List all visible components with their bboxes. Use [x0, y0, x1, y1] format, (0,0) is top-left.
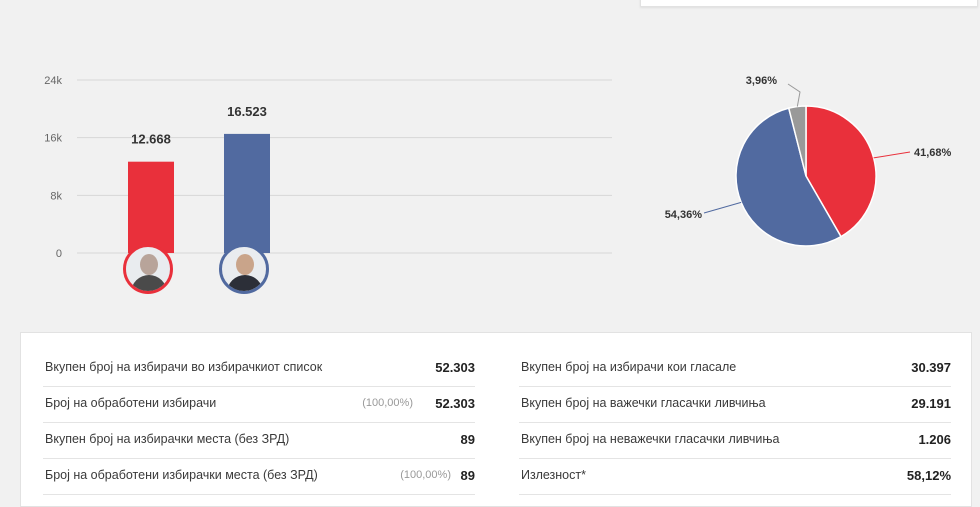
stat-value: 58,12% [906, 468, 951, 483]
stat-label: Вкупен број на важечки гласачки ливчиња [521, 396, 766, 410]
stat-value: 89 [460, 468, 475, 483]
stat-percent: (100,00%) [362, 397, 413, 409]
stat-row-processed-voters: Број на обработени избирачи (100,00%) 52… [43, 387, 475, 423]
y-tick-label: 16k [44, 133, 62, 145]
stat-label: Вкупен број на избирачки места (без ЗРД) [45, 432, 290, 446]
stat-label: Излезност* [521, 468, 586, 482]
stat-value: 52.303 [435, 360, 475, 375]
pie-connector [787, 83, 801, 107]
pie-connector [873, 151, 911, 159]
stat-row-voted: Вкупен број на избирачи кои гласале 30.3… [519, 351, 951, 387]
stats-right-column: Вкупен број на избирачи кои гласале 30.3… [519, 351, 951, 495]
candidate-1-avatar[interactable] [123, 244, 173, 294]
pie-label: 41,68% [914, 147, 952, 159]
candidate-1-head-icon [140, 254, 158, 275]
stat-label: Вкупен број на избирачи во избирачкиот с… [45, 360, 323, 374]
stat-value: 30.397 [911, 360, 951, 375]
stat-value: 29.191 [911, 396, 951, 411]
bar[interactable] [128, 161, 174, 253]
pie-slice[interactable] [805, 105, 877, 238]
stat-row-valid-ballots: Вкупен број на важечки гласачки ливчиња … [519, 387, 951, 423]
pie-label: 54,36% [665, 209, 703, 221]
bar-value-label: 16.523 [227, 104, 267, 119]
y-tick-label: 24k [44, 75, 62, 87]
stat-label: Вкупен број на неважечки гласачки ливчињ… [521, 432, 780, 446]
stat-value: 52.303 [435, 396, 475, 411]
y-tick-label: 8k [50, 190, 62, 202]
pie-label: 3,96% [746, 75, 777, 87]
pie-slice[interactable] [735, 107, 842, 247]
stat-row-invalid-ballots: Вкупен број на неважечки гласачки ливчињ… [519, 423, 951, 459]
stat-label: Број на обработени избирачки места (без … [45, 468, 318, 482]
stat-value: 89 [460, 432, 475, 447]
stat-row-polling-stations: Вкупен број на избирачки места (без ЗРД)… [43, 423, 475, 459]
candidate-2-body-icon [227, 275, 263, 291]
top-card [640, 0, 978, 7]
stat-row-turnout: Излезност* 58,12% [519, 459, 951, 495]
stat-value: 1.206 [918, 432, 951, 447]
candidate-2-avatar[interactable] [219, 244, 269, 294]
stat-label: Број на обработени избирачи [45, 396, 217, 410]
stat-row-processed-stations: Број на обработени избирачки места (без … [43, 459, 475, 495]
bar[interactable] [224, 133, 270, 253]
stat-percent: (100,00%) [400, 469, 451, 481]
pie-chart: 41,68% 54,36% 3,96% [665, 75, 952, 247]
stats-panel: Вкупен број на избирачи во избирачкиот с… [20, 332, 972, 507]
candidate-1-body-icon [131, 275, 167, 291]
stat-row-total-voters: Вкупен број на избирачи во избирачкиот с… [43, 351, 475, 387]
y-tick-label: 0 [56, 248, 62, 260]
stats-left-column: Вкупен број на избирачи во избирачкиот с… [43, 351, 475, 495]
bar-chart: 24k 16k 8k 0 12.668 16.523 [44, 75, 612, 260]
stat-label: Вкупен број на избирачи кои гласале [521, 360, 737, 374]
candidate-2-head-icon [236, 254, 254, 275]
bar-value-label: 12.668 [131, 132, 171, 147]
pie-connector [703, 201, 742, 214]
